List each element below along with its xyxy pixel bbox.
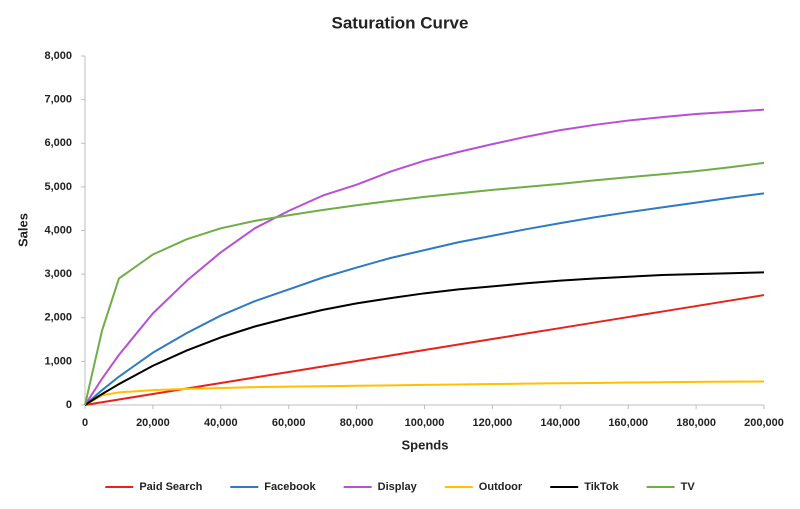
chart-title: Saturation Curve: [332, 13, 469, 32]
series-line: [84, 380, 765, 406]
x-tick-label: 20,000: [136, 417, 170, 429]
x-axis-title: Spends: [402, 437, 449, 452]
series-line: [84, 294, 765, 406]
x-tick-label: 0: [82, 417, 88, 429]
x-tick-label: 180,000: [676, 417, 716, 429]
legend-label: TikTok: [584, 481, 619, 493]
x-tick-label: 40,000: [204, 417, 238, 429]
x-tick-label: 160,000: [608, 417, 648, 429]
legend-label: Outdoor: [479, 481, 523, 493]
y-tick-label: 4,000: [44, 224, 72, 236]
series-line: [84, 108, 765, 406]
y-tick-label: 0: [66, 399, 72, 411]
legend-label: Facebook: [264, 481, 316, 493]
series-line: [84, 192, 765, 406]
y-tick-label: 8,000: [44, 50, 72, 62]
legend-label: TV: [681, 481, 696, 493]
legend-label: Paid Search: [139, 481, 202, 493]
legend-label: Display: [378, 481, 418, 493]
y-tick-label: 6,000: [44, 137, 72, 149]
x-tick-label: 120,000: [473, 417, 513, 429]
y-tick-label: 2,000: [44, 312, 72, 324]
x-tick-label: 80,000: [340, 417, 374, 429]
series-line: [84, 271, 765, 406]
series-line: [84, 161, 765, 406]
y-tick-label: 7,000: [44, 94, 72, 106]
x-tick-label: 100,000: [405, 417, 445, 429]
x-tick-label: 200,000: [744, 417, 784, 429]
y-axis-title: Sales: [15, 213, 30, 247]
y-tick-label: 5,000: [44, 181, 72, 193]
y-tick-label: 1,000: [44, 355, 72, 367]
x-tick-label: 60,000: [272, 417, 306, 429]
x-tick-label: 140,000: [540, 417, 580, 429]
y-tick-label: 3,000: [44, 268, 72, 280]
